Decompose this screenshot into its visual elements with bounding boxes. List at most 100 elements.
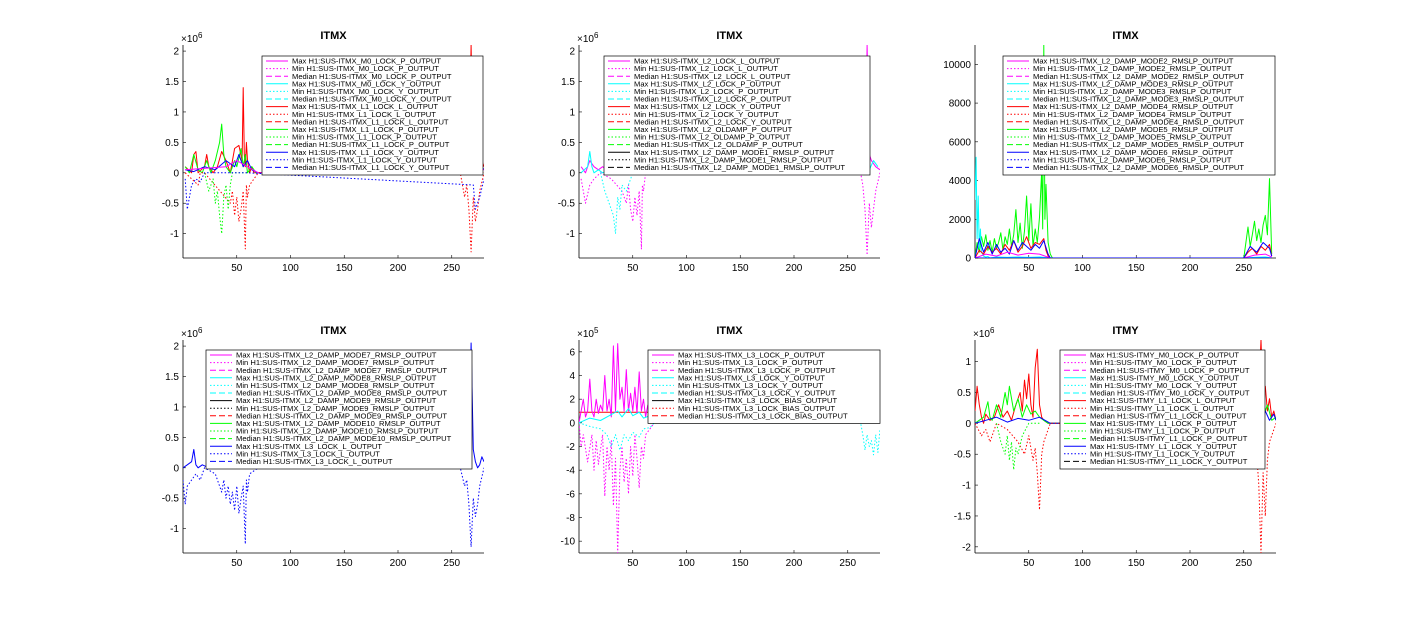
legend-label: Median H1:SUS-ITMY_L1_LOCK_L_OUTPUT	[1090, 411, 1247, 420]
legend-label: Median H1:SUS-ITMX_L2_DAMP_MODE2_RMSLP_O…	[1033, 72, 1244, 81]
y-tick-label: 8000	[949, 99, 972, 110]
y-tick-label: 1.5	[561, 77, 575, 88]
y-tick-label: -0.5	[162, 494, 180, 505]
subplot-1: 50 100 150 200 250 -1 -0.5 0 0.5 1 1.5 2×106 ITMX Max…	[162, 30, 485, 274]
y-tick-label: 1	[173, 107, 179, 118]
x-tick-label: 200	[390, 558, 407, 569]
series-line-blue-solid	[975, 410, 1276, 424]
legend-label: Max H1:SUS-ITMX_L3_LOCK_BIAS_OUTPUT	[678, 396, 837, 405]
subplot-6: 50 100 150 200 250 -2 -1.5 -1 -0.5 0 0.5 1 ×106 ITMY M…	[954, 325, 1277, 569]
legend-label: Min H1:SUS-ITMX_M0_LOCK_Y_OUTPUT	[292, 87, 439, 96]
chart-title: ITMX	[320, 325, 347, 337]
y-tick-label: -1	[170, 524, 179, 535]
legend-label: Median H1:SUS-ITMX_L2_DAMP_MODE8_RMSLP_O…	[236, 389, 447, 398]
legend-label: Max H1:SUS-ITMX_L1_LOCK_L_OUTPUT	[292, 102, 438, 111]
legend-label: Max H1:SUS-ITMY_M0_LOCK_Y_OUTPUT	[1090, 373, 1239, 382]
legend-label: Min H1:SUS-ITMX_L2_DAMP_MODE1_RMSLP_OUTP…	[634, 155, 833, 164]
y-tick-label: 0	[965, 419, 971, 430]
y-tick-label: -2	[962, 542, 971, 553]
legend-label: Min H1:SUS-ITMX_L2_LOCK_L_OUTPUT	[634, 64, 778, 73]
x-tick-label: 100	[282, 558, 299, 569]
legend-label: Max H1:SUS-ITMX_L2_DAMP_MODE3_RMSLP_OUTP…	[1033, 79, 1234, 88]
x-tick-label: 100	[678, 263, 695, 274]
y-exponent-label: ×106	[973, 326, 995, 340]
legend-label: Min H1:SUS-ITMX_L1_LOCK_Y_OUTPUT	[292, 155, 437, 164]
x-tick-label: 150	[336, 263, 353, 274]
x-tick-label: 100	[678, 558, 695, 569]
y-exponent-base: ×10	[973, 329, 990, 340]
legend-label: Median H1:SUS-ITMX_L2_LOCK_L_OUTPUT	[634, 72, 791, 81]
x-tick-label: 200	[786, 558, 803, 569]
y-tick-label: -0.5	[954, 450, 972, 461]
legend-label: Min H1:SUS-ITMX_L2_DAMP_MODE6_RMSLP_OUTP…	[1033, 155, 1232, 164]
x-tick-label: 150	[1128, 263, 1145, 274]
legend-label: Median H1:SUS-ITMX_L2_DAMP_MODE10_RMSLP_…	[236, 434, 452, 443]
y-exponent-label: ×106	[181, 31, 203, 45]
y-tick-label: -2	[566, 442, 575, 453]
series-line-green-dotted	[996, 422, 1040, 471]
y-tick-label: 4000	[949, 176, 972, 187]
legend-label: Max H1:SUS-ITMX_L3_LOCK_L_OUTPUT	[236, 442, 382, 451]
legend-label: Max H1:SUS-ITMX_L2_DAMP_MODE9_RMSLP_OUTP…	[236, 396, 437, 405]
legend-label: Max H1:SUS-ITMY_L1_LOCK_L_OUTPUT	[1090, 396, 1236, 405]
y-tick-label: -6	[566, 489, 575, 500]
legend-label: Max H1:SUS-ITMX_L2_LOCK_L_OUTPUT	[634, 57, 780, 66]
y-tick-label: 1	[569, 107, 575, 118]
x-tick-label: 200	[786, 263, 803, 274]
x-tick-label: 150	[732, 558, 749, 569]
y-exponent-power: 6	[198, 326, 203, 335]
legend-label: Median H1:SUS-ITMX_L3_LOCK_BIAS_OUTPUT	[678, 411, 848, 420]
chart-title: ITMX	[716, 30, 743, 42]
y-exponent-label: ×106	[577, 31, 599, 45]
x-tick-label: 100	[282, 263, 299, 274]
x-tick-label: 50	[1023, 558, 1035, 569]
y-tick-label: 2	[173, 47, 179, 58]
legend-label: Max H1:SUS-ITMX_L2_DAMP_MODE8_RMSLP_OUTP…	[236, 373, 437, 382]
x-tick-label: 50	[627, 263, 639, 274]
y-tick-label: 0	[173, 168, 179, 179]
legend-label: Median H1:SUS-ITMX_L2_DAMP_MODE9_RMSLP_O…	[236, 411, 447, 420]
legend-label: Median H1:SUS-ITMX_L3_LOCK_Y_OUTPUT	[678, 389, 836, 398]
legend-label: Min H1:SUS-ITMX_L1_LOCK_P_OUTPUT	[292, 133, 437, 142]
x-tick-label: 200	[390, 263, 407, 274]
legend-label: Max H1:SUS-ITMX_L2_DAMP_MODE4_RMSLP_OUTP…	[1033, 102, 1234, 111]
legend-label: Max H1:SUS-ITMX_M0_LOCK_P_OUTPUT	[292, 57, 441, 66]
subplot-4: 50 100 150 200 250 -1 -0.5 0 0.5 1 1.5 2×106 ITMX Max…	[162, 325, 485, 569]
series-line-red-dotted	[184, 172, 484, 253]
series-line-red-dotted	[975, 422, 1276, 553]
legend-label: Min H1:SUS-ITMX_L2_DAMP_MODE2_RMSLP_OUTP…	[1033, 64, 1232, 73]
chart-title: ITMX	[1112, 30, 1139, 42]
legend-label: Min H1:SUS-ITMX_L3_LOCK_Y_OUTPUT	[678, 381, 823, 390]
legend-label: Min H1:SUS-ITMX_L3_LOCK_L_OUTPUT	[236, 449, 380, 458]
y-tick-label: -1	[566, 229, 575, 240]
chart-title: ITMX	[716, 325, 743, 337]
legend-box	[261, 55, 484, 176]
x-tick-label: 50	[627, 558, 639, 569]
y-tick-label: 0.5	[165, 138, 179, 149]
x-tick-label: 250	[1235, 263, 1252, 274]
legend-label: Median H1:SUS-ITMY_L1_LOCK_P_OUTPUT	[1090, 434, 1248, 443]
legend-box	[1059, 349, 1266, 470]
series-line-cyan-solid	[975, 156, 1272, 258]
series-line-magenta-solid	[975, 251, 1272, 258]
legend-label: Min H1:SUS-ITMX_L2_DAMP_MODE3_RMSLP_OUTP…	[1033, 87, 1232, 96]
series-group	[975, 45, 1273, 258]
legend-label: Min H1:SUS-ITMY_L1_LOCK_Y_OUTPUT	[1090, 449, 1235, 458]
series-line-magenta-dotted	[580, 172, 880, 256]
legend-label: Min H1:SUS-ITMX_L2_DAMP_MODE4_RMSLP_OUTP…	[1033, 110, 1232, 119]
y-tick-label: 0	[569, 168, 575, 179]
y-tick-label: -0.5	[558, 199, 576, 210]
chart-title: ITMY	[1112, 325, 1139, 337]
x-tick-label: 200	[1182, 263, 1199, 274]
legend-label: Max H1:SUS-ITMX_L2_DAMP_MODE6_RMSLP_OUTP…	[1033, 148, 1234, 157]
legend-label: Max H1:SUS-ITMX_L2_OLDAMP_P_OUTPUT	[634, 125, 793, 134]
x-tick-label: 250	[839, 263, 856, 274]
legend-label: Min H1:SUS-ITMX_L2_DAMP_MODE10_RMSLP_OUT…	[236, 427, 439, 436]
legend-label: Max H1:SUS-ITMX_L2_DAMP_MODE5_RMSLP_OUTP…	[1033, 125, 1234, 134]
legend-label: Min H1:SUS-ITMY_M0_LOCK_Y_OUTPUT	[1090, 381, 1237, 390]
legend-label: Max H1:SUS-ITMX_L1_LOCK_P_OUTPUT	[292, 125, 439, 134]
subplots: 50 100 150 200 250-1-0.500.511.52×106 ITMXMax…	[162, 30, 1277, 569]
